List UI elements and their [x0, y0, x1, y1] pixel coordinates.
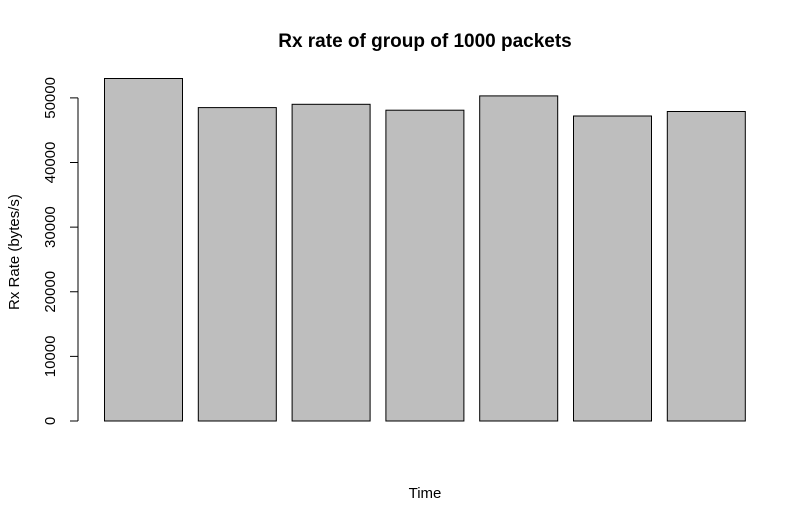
y-tick-label: 0 [42, 417, 59, 425]
bars [104, 78, 746, 422]
bar-4 [385, 109, 465, 422]
chart-title: Rx rate of group of 1000 packets [278, 31, 572, 52]
y-axis: 0 10000 20000 30000 40000 50000 [42, 77, 79, 425]
y-tick-label: 10000 [42, 336, 59, 378]
y-tick-label: 40000 [42, 142, 59, 184]
bar-2 [197, 107, 277, 422]
bar-1 [104, 78, 183, 422]
y-tick-label: 20000 [42, 271, 59, 313]
bar-7 [666, 111, 746, 422]
bar-6 [573, 115, 652, 422]
y-tick-label: 30000 [42, 206, 59, 248]
y-axis-label: Rx Rate (bytes/s) [6, 194, 23, 310]
bar-5 [479, 95, 559, 422]
x-axis-label: Time [409, 485, 442, 502]
y-tick-label: 50000 [42, 77, 59, 119]
bar-3 [291, 103, 371, 422]
